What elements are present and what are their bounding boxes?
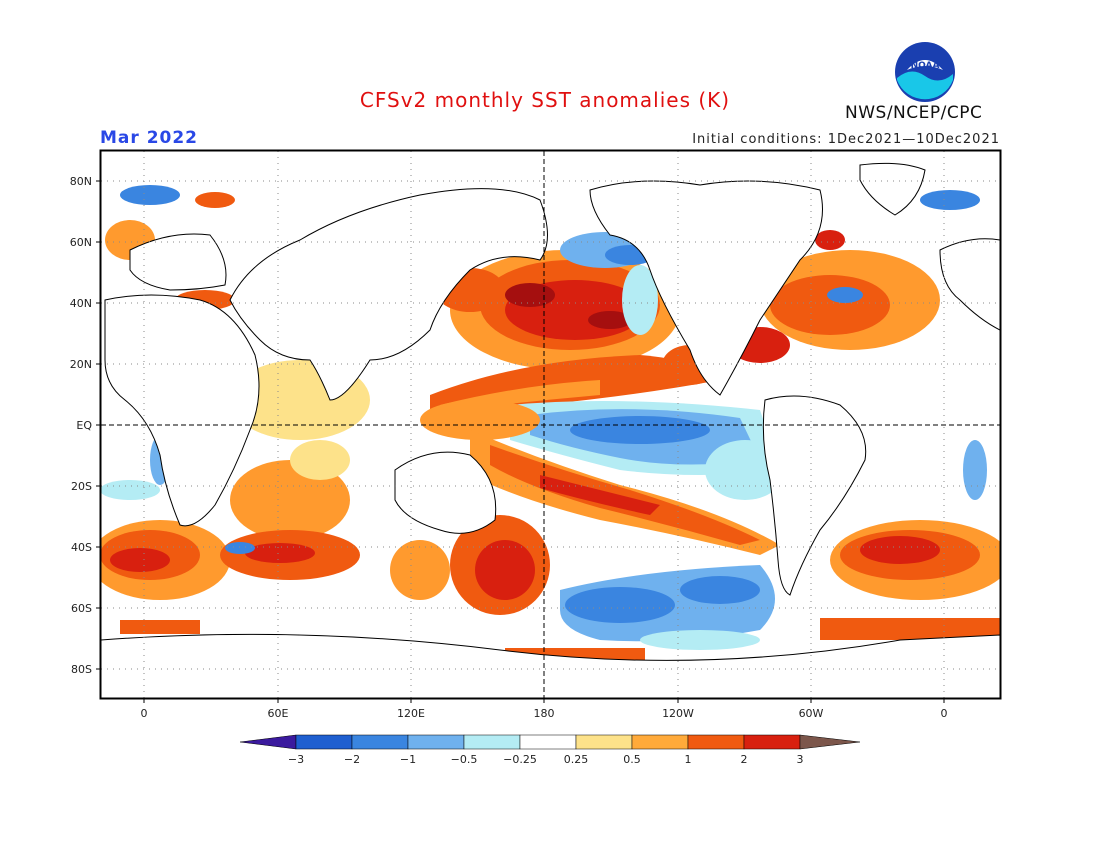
initial-conditions: Initial conditions: 1Dec2021—10Dec2021 [692,132,1000,147]
lat-label: 40N [70,297,92,310]
colorbar-label: 1 [685,753,692,766]
lon-label: 180 [534,707,555,720]
logo-text: NOAA [911,61,940,71]
longitude-axis: 0 60E 120E 180 120W 60W 0 [141,707,948,720]
lat-label: 20S [71,480,92,493]
colorbar-swatch [575,734,633,750]
lat-label: 40S [71,541,92,554]
colorbar-label: 2 [741,753,748,766]
lon-label: 60E [268,707,289,720]
colorbar-swatch [463,734,521,750]
colorbar-swatch [351,734,409,750]
colorbar-swatch [519,734,577,750]
colorbar-label: 3 [797,753,804,766]
map-title: CFSv2 monthly SST anomalies (K) [359,88,731,112]
colorbar-swatch [743,734,801,750]
colorbar-label: −0.25 [503,753,537,766]
lat-label: 80N [70,175,92,188]
colorbar-label: 0.25 [564,753,589,766]
lon-label: 120E [397,707,425,720]
colorbar-max-arrow [799,734,861,750]
lon-label: 120W [662,707,694,720]
colorbar-min-arrow [239,734,297,750]
colorbar-label: −2 [344,753,360,766]
lat-label: 60S [71,602,92,615]
colorbar-labels: −3 −2 −1 −0.5 −0.25 0.25 0.5 1 2 3 [288,753,804,766]
colorbar-swatch [687,734,745,750]
colorbar-swatch [407,734,465,750]
lat-label: 20N [70,358,92,371]
colorbar-swatch [295,734,353,750]
colorbar-label: 0.5 [623,753,641,766]
forecast-month: Mar 2022 [100,128,199,148]
colorbar-swatch [631,734,689,750]
lon-label: 0 [941,707,948,720]
lon-label: 0 [141,707,148,720]
noaa-logo: NOAA [895,42,955,102]
lon-label: 60W [799,707,824,720]
colorbar-label: −0.5 [451,753,478,766]
lat-label: EQ [76,419,92,432]
anomaly-field [101,151,1000,698]
colorbar [239,734,861,750]
lat-label: 80S [71,663,92,676]
lat-label: 60N [70,236,92,249]
colorbar-label: −3 [288,753,304,766]
latitude-axis: 80N 60N 40N 20N EQ 20S 40S 60S 80S [70,175,93,676]
colorbar-label: −1 [400,753,416,766]
agency-label: NWS/NCEP/CPC [845,103,983,123]
